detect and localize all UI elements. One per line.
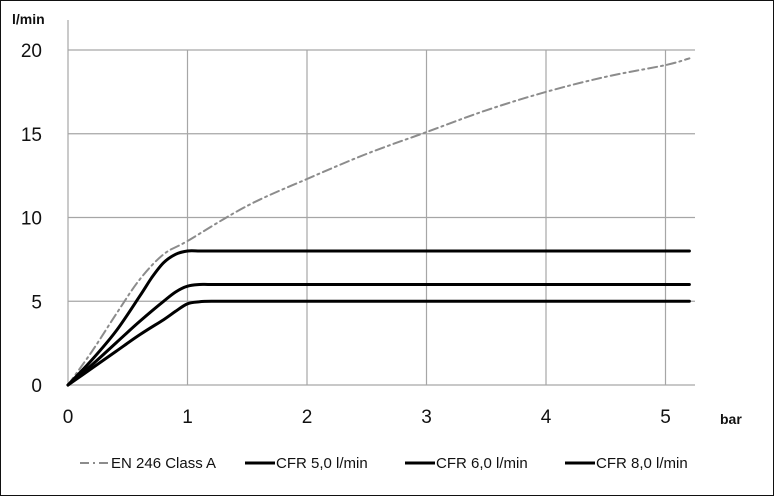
y-tick-label: 10 [21,209,42,230]
tick-labels: 0 5 10 15 20 0 1 2 3 4 5 [21,41,671,428]
series-line-4 [66,249,691,387]
x-tick-label: 3 [421,407,432,428]
legend-label: CFR 5,0 l/min [276,455,368,472]
y-axis-label: l/min [12,11,45,27]
series-line-2 [66,299,691,387]
grid-lines [68,49,695,385]
series-line-1 [67,57,691,386]
x-tick-label: 4 [541,407,552,428]
series-line-3 [66,282,691,387]
legend-label: CFR 6,0 l/min [436,455,528,472]
legend: EN 246 Class A CFR 5,0 l/min CFR 6,0 l/min… [80,455,688,472]
y-tick-label: 0 [31,376,42,397]
x-tick-label: 1 [182,407,193,428]
x-axis-label: bar [720,411,742,427]
axes [67,20,695,386]
legend-label: CFR 8,0 l/min [596,455,688,472]
x-tick-label: 2 [302,407,313,428]
x-tick-label: 5 [660,407,671,428]
x-tick-label: 0 [63,407,74,428]
y-tick-label: 20 [21,41,42,62]
y-tick-label: 5 [31,292,42,313]
y-tick-label: 15 [21,125,42,146]
legend-label: EN 246 Class A [111,455,216,472]
series-lines [66,57,691,387]
